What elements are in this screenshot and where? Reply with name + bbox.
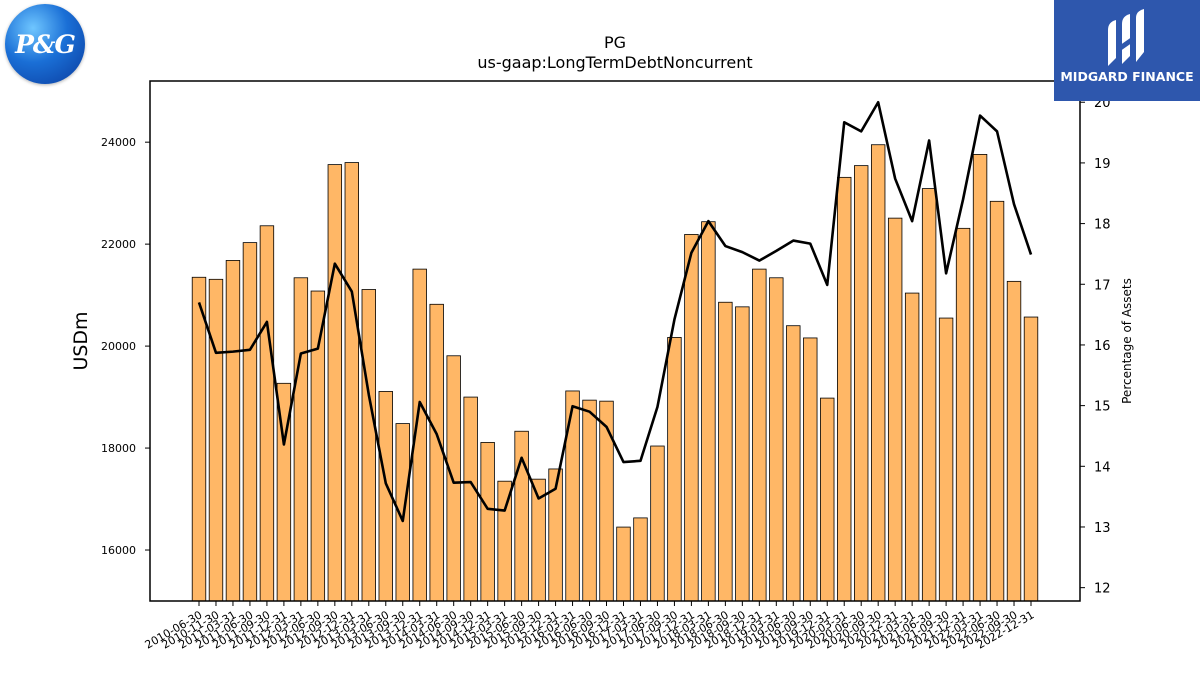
bar (633, 517, 648, 602)
bar (803, 337, 818, 602)
bar (429, 303, 444, 602)
pg-logo: P&G (5, 4, 85, 84)
bar (463, 396, 478, 602)
y-tick-label: 24000 (101, 136, 136, 149)
bar (820, 397, 835, 602)
bar (989, 200, 1005, 602)
y-tick-label: 18000 (101, 442, 136, 455)
bars (191, 144, 1039, 602)
bar (1006, 280, 1022, 602)
bar (650, 445, 665, 602)
chart-subtitle: us-gaap:LongTermDebtNoncurrent (477, 53, 752, 72)
midgard-mark-icon (1108, 9, 1144, 66)
bar (972, 154, 988, 602)
series-line (197, 100, 1033, 523)
bar (837, 176, 852, 602)
bar (735, 306, 750, 602)
bar (786, 325, 801, 602)
bar (769, 277, 784, 602)
midgard-logo-text: MIDGARD FINANCE (1060, 69, 1194, 84)
y2-tick-label: 13 (1094, 521, 1111, 536)
bar (887, 217, 903, 602)
bar (599, 400, 614, 602)
bar (955, 227, 971, 602)
y2-tick-label: 18 (1094, 218, 1111, 233)
y2-tick-label: 15 (1094, 400, 1111, 415)
y-tick-label: 20000 (101, 340, 136, 353)
y-axis-label: USDm (70, 311, 92, 370)
bar (361, 289, 376, 602)
bar (582, 399, 597, 602)
y2-tick-label: 19 (1094, 157, 1111, 172)
bar (854, 165, 869, 602)
bar (684, 234, 699, 602)
chart-title: PG (604, 33, 626, 52)
bar (327, 164, 343, 602)
y2-tick-label: 17 (1094, 278, 1111, 293)
bar (208, 278, 224, 602)
bar (921, 188, 937, 602)
bar (446, 355, 461, 602)
bar (870, 144, 886, 602)
bar (701, 221, 716, 602)
y-tick-label: 16000 (101, 544, 136, 557)
y2-tick-label: 16 (1094, 339, 1111, 354)
bar (718, 301, 733, 602)
x-axis: 2010-06-302010-11-302011-03-312011-06-30… (143, 601, 1037, 652)
bar (344, 162, 359, 602)
bar (752, 268, 767, 602)
plot-frame (149, 80, 1081, 602)
y-tick-label: 22000 (101, 238, 136, 251)
pg-logo-text: P&G (15, 30, 76, 59)
y2-tick-label: 14 (1094, 460, 1111, 475)
bar (225, 260, 241, 602)
bar (565, 390, 580, 602)
bar (667, 337, 682, 602)
bar (293, 277, 309, 602)
bar (1023, 316, 1039, 602)
bar (242, 242, 258, 602)
bar (616, 526, 631, 602)
y2-tick-label: 12 (1094, 582, 1111, 597)
bar (191, 276, 207, 602)
line-series (197, 100, 1033, 523)
bar (904, 292, 920, 602)
bar (259, 225, 275, 602)
y2-axis-label: Percentage of Assets (1120, 278, 1134, 404)
bar (480, 442, 495, 602)
bar (310, 290, 326, 602)
midgard-finance-logo: MIDGARD FINANCE (1054, 0, 1200, 101)
bar (938, 317, 954, 602)
left-axis: 16000 18000 20000 22000 24000 (101, 136, 150, 557)
